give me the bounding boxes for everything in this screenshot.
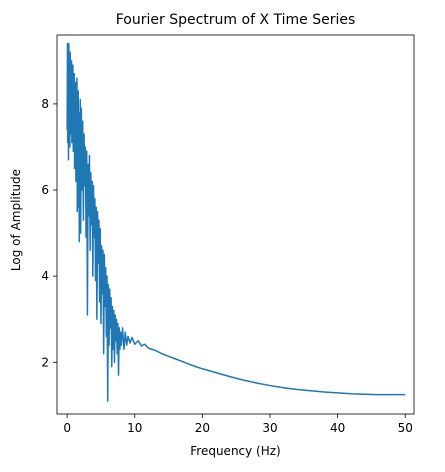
y-tick-label-4: 4 bbox=[41, 269, 49, 283]
x-tick-label-0: 0 bbox=[63, 421, 71, 435]
chart-title: Fourier Spectrum of X Time Series bbox=[116, 12, 356, 28]
x-axis-label: Frequency (Hz) bbox=[190, 444, 281, 458]
x-tick-label-30: 30 bbox=[262, 421, 277, 435]
axes-frame bbox=[56, 34, 415, 415]
x-tick-label-50: 50 bbox=[398, 421, 413, 435]
y-tick-label-8: 8 bbox=[41, 97, 49, 111]
y-tick-label-2: 2 bbox=[41, 355, 49, 369]
x-tick-label-20: 20 bbox=[195, 421, 210, 435]
y-axis-label: Log of Amplitude bbox=[9, 169, 23, 271]
series-line-0 bbox=[66, 42, 406, 402]
plot-area: 0 10 20 30 40 50 2 4 6 8 bbox=[41, 34, 415, 435]
x-tick-label-10: 10 bbox=[127, 421, 142, 435]
x-tick-label-40: 40 bbox=[330, 421, 345, 435]
y-tick-label-6: 6 bbox=[41, 183, 49, 197]
